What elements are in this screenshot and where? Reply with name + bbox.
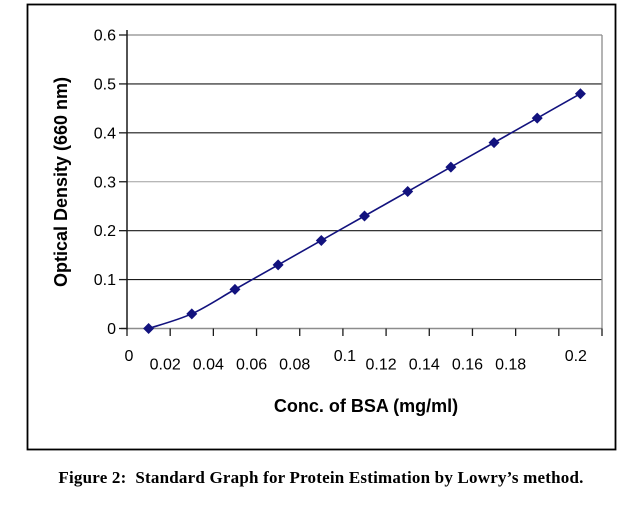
figure-caption: Figure 2: Standard Graph for Protein Est…: [58, 468, 584, 487]
y-tick-label: 0.3: [94, 174, 116, 191]
y-tick-label: 0.1: [94, 272, 116, 289]
x-tick-label: 0.02: [150, 357, 181, 374]
x-tick-label: 0.04: [193, 357, 224, 374]
data-point-marker: [445, 161, 457, 173]
data-point-marker: [186, 308, 198, 320]
x-tick-label: 0.06: [236, 357, 267, 374]
x-tick-label: 0: [125, 348, 134, 365]
y-tick-label: 0.2: [94, 223, 116, 240]
data-point-marker: [531, 112, 543, 124]
chart-border: [26, 3, 617, 451]
data-point-marker: [488, 137, 500, 149]
y-tick-label: 0.5: [94, 76, 116, 93]
x-tick-label: 0.14: [409, 357, 440, 374]
y-axis-title: Optical Density (660 nm): [51, 77, 71, 287]
chart-svg: 0 0.1 0.2 0.3 0.4 0.5 0.6 0 0.02 0.04 0.06 0.08 0.1 0…: [26, 3, 617, 451]
y-tick-label: 0.4: [94, 125, 116, 142]
y-tick-label: 0.6: [94, 28, 116, 45]
data-point-marker: [272, 259, 284, 271]
data-point-marker: [359, 210, 370, 222]
data-point-marker: [402, 186, 414, 198]
data-point-marker: [143, 323, 155, 334]
x-tick-label: 0.12: [366, 357, 397, 374]
x-tick-label: 0.2: [565, 348, 587, 365]
data-point-marker: [315, 234, 327, 246]
x-tick-label: 0.18: [495, 357, 526, 374]
x-axis-title: Conc. of BSA (mg/ml): [274, 396, 458, 416]
data-point-marker: [229, 283, 241, 295]
data-point-marker: [574, 88, 586, 100]
x-tick-label: 0.1: [334, 348, 356, 365]
y-tick-label: 0: [107, 321, 116, 338]
figure-chart: 0 0.1 0.2 0.3 0.4 0.5 0.6 0 0.02 0.04 0.06 0.08 0.1 0…: [26, 3, 617, 451]
x-tick-label: 0.08: [279, 357, 310, 374]
x-tick-label: 0.16: [452, 357, 483, 374]
